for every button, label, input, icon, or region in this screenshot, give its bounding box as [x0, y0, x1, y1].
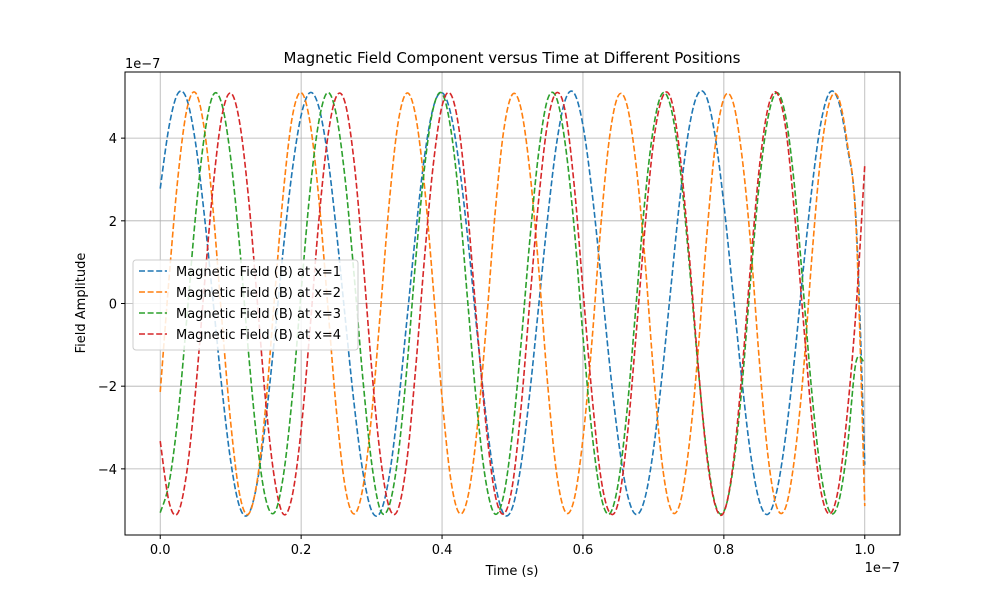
y-tick-label: −2 — [98, 380, 117, 395]
y-offset-text: 1e−7 — [125, 57, 160, 72]
x-tick-label: 0.6 — [573, 543, 594, 558]
y-tick-label: 0 — [109, 298, 117, 313]
y-axis-label: Field Amplitude — [74, 253, 89, 354]
chart-title: Magnetic Field Component versus Time at … — [284, 49, 741, 67]
legend: Magnetic Field (B) at x=1 Magnetic Field … — [132, 259, 359, 351]
x-tick-label: 0.8 — [714, 543, 735, 558]
legend-entry-label: Magnetic Field (B) at x=1 — [176, 265, 341, 280]
legend-entry-label: Magnetic Field (B) at x=4 — [176, 328, 341, 343]
y-tick-label: 4 — [109, 132, 117, 147]
y-tick-label: −4 — [98, 463, 117, 478]
x-offset-text: 1e−7 — [865, 561, 900, 576]
x-tick-label: 1.0 — [854, 543, 875, 558]
series-line-x3 — [159, 91, 866, 516]
legend-entry-label: Magnetic Field (B) at x=2 — [176, 286, 341, 301]
x-tick-label: 0.0 — [150, 543, 171, 558]
axis-ticks: 0.0 0.2 0.4 0.6 0.8 1.0 −4 −2 0 2 4 — [98, 132, 875, 558]
x-tick-label: 0.4 — [432, 543, 453, 558]
legend-box — [132, 259, 359, 351]
x-tick-label: 0.2 — [291, 543, 312, 558]
x-axis-label: Time (s) — [485, 564, 539, 579]
series-line-x4 — [159, 91, 866, 517]
y-tick-label: 2 — [109, 215, 117, 230]
legend-entry-label: Magnetic Field (B) at x=3 — [176, 307, 341, 322]
